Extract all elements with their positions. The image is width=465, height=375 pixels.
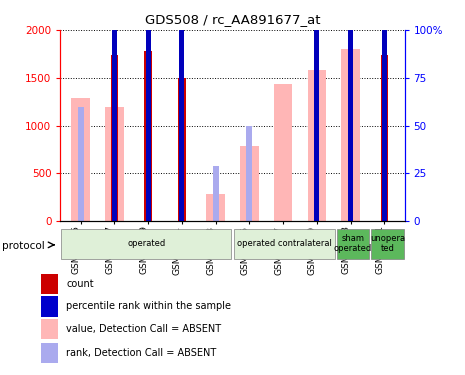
Bar	[341, 49, 360, 221]
Bar	[72, 98, 90, 221]
Text: GDS508 / rc_AA891677_at: GDS508 / rc_AA891677_at	[145, 13, 320, 26]
Bar	[380, 55, 388, 221]
Bar	[41, 319, 58, 339]
Bar	[41, 274, 58, 294]
Bar	[382, 0, 387, 221]
Bar	[233, 228, 335, 259]
Bar	[41, 343, 58, 363]
Text: unopera
ted: unopera ted	[370, 234, 405, 254]
Bar	[145, 51, 152, 221]
Text: value, Detection Call = ABSENT: value, Detection Call = ABSENT	[66, 324, 222, 334]
Text: operated contralateral: operated contralateral	[237, 239, 332, 248]
Text: count: count	[66, 279, 94, 289]
Bar	[307, 70, 326, 221]
Text: protocol: protocol	[2, 241, 45, 250]
Bar	[240, 146, 259, 221]
Text: operated: operated	[127, 239, 166, 248]
Bar	[41, 296, 58, 316]
Bar	[112, 0, 117, 221]
Bar	[314, 0, 319, 221]
Bar	[371, 228, 404, 259]
Text: sham
operated: sham operated	[334, 234, 372, 254]
Bar	[337, 228, 369, 259]
Bar	[105, 106, 124, 221]
Bar	[78, 106, 84, 221]
Text: percentile rank within the sample: percentile rank within the sample	[66, 302, 232, 312]
Bar	[61, 228, 232, 259]
Bar	[111, 55, 118, 221]
Bar	[206, 194, 225, 221]
Bar	[179, 0, 185, 221]
Bar	[178, 78, 186, 221]
Bar	[246, 126, 252, 221]
Bar	[146, 0, 151, 221]
Bar	[213, 166, 219, 221]
Bar	[348, 0, 353, 221]
Text: rank, Detection Call = ABSENT: rank, Detection Call = ABSENT	[66, 348, 217, 358]
Bar	[274, 84, 292, 221]
